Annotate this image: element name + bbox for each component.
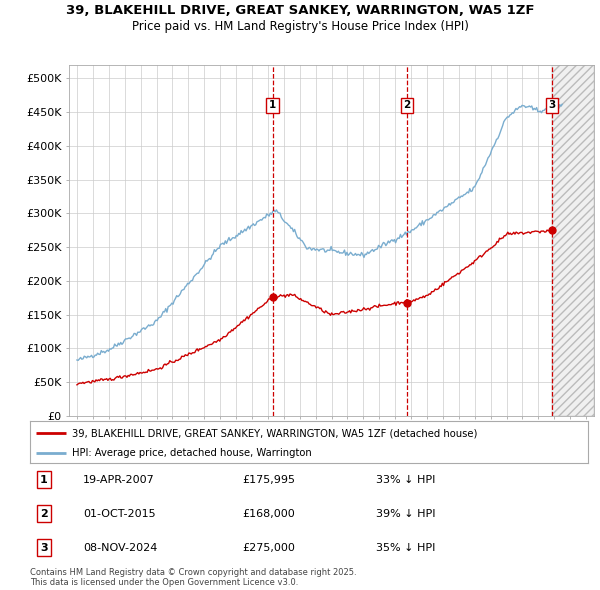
Text: 2: 2 (40, 509, 48, 519)
Text: 08-NOV-2024: 08-NOV-2024 (83, 543, 157, 553)
Text: 33% ↓ HPI: 33% ↓ HPI (376, 474, 436, 484)
Text: 19-APR-2007: 19-APR-2007 (83, 474, 155, 484)
Text: £168,000: £168,000 (242, 509, 295, 519)
Text: Contains HM Land Registry data © Crown copyright and database right 2025.
This d: Contains HM Land Registry data © Crown c… (30, 568, 356, 587)
Text: 3: 3 (40, 543, 48, 553)
Text: 39% ↓ HPI: 39% ↓ HPI (376, 509, 436, 519)
Text: 2: 2 (403, 100, 410, 110)
Text: 1: 1 (40, 474, 48, 484)
Text: £175,995: £175,995 (242, 474, 295, 484)
Text: HPI: Average price, detached house, Warrington: HPI: Average price, detached house, Warr… (72, 448, 311, 457)
Bar (552, 65, 594, 416)
Text: 1: 1 (269, 100, 276, 110)
Text: 39, BLAKEHILL DRIVE, GREAT SANKEY, WARRINGTON, WA5 1ZF: 39, BLAKEHILL DRIVE, GREAT SANKEY, WARRI… (66, 4, 534, 17)
Text: £275,000: £275,000 (242, 543, 295, 553)
Text: 39, BLAKEHILL DRIVE, GREAT SANKEY, WARRINGTON, WA5 1ZF (detached house): 39, BLAKEHILL DRIVE, GREAT SANKEY, WARRI… (72, 428, 477, 438)
Text: 3: 3 (548, 100, 556, 110)
Text: 01-OCT-2015: 01-OCT-2015 (83, 509, 155, 519)
Text: 35% ↓ HPI: 35% ↓ HPI (376, 543, 436, 553)
Text: Price paid vs. HM Land Registry's House Price Index (HPI): Price paid vs. HM Land Registry's House … (131, 20, 469, 33)
